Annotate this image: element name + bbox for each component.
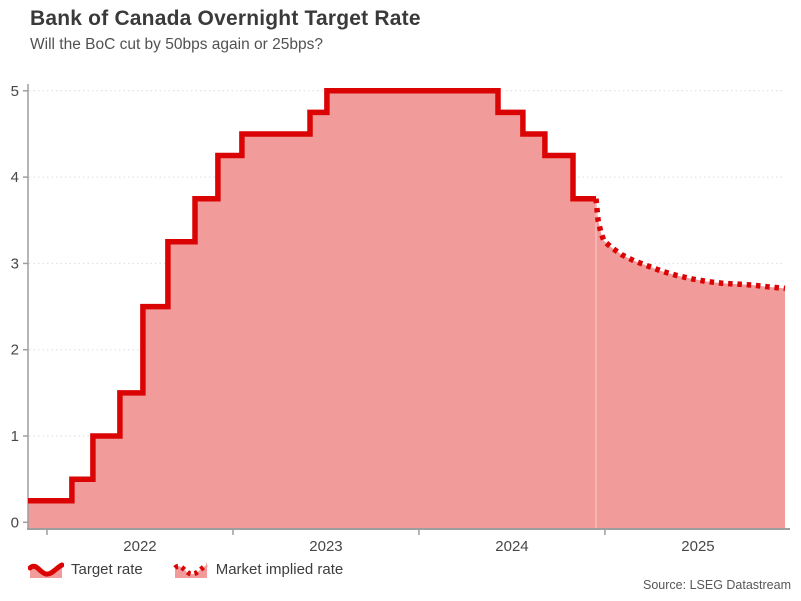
x-tick-label: 2024 (495, 538, 528, 555)
market-implied-area (596, 198, 785, 529)
y-tick-label: 0 (11, 514, 19, 531)
source-note: Source: LSEG Datastream (643, 578, 791, 592)
target-rate-area (28, 90, 596, 530)
legend-label-market-implied: Market implied rate (215, 560, 344, 578)
chart-legend: Target rate Market implied rate (28, 560, 343, 578)
y-tick-label: 3 (11, 255, 19, 272)
axes (27, 84, 790, 530)
target-rate-swatch-icon (28, 562, 64, 578)
x-tick-label: 2023 (309, 538, 342, 555)
target-rate-line (28, 88, 596, 504)
x-tick-label: 2025 (681, 538, 714, 555)
y-axis-ticks: 0 1 2 3 4 5 (11, 83, 28, 531)
market-implied-line (593, 198, 786, 292)
legend-item-target-rate: Target rate (28, 560, 143, 578)
page-title: Bank of Canada Overnight Target Rate (30, 7, 421, 30)
y-tick-label: 4 (11, 169, 19, 186)
y-tick-label: 5 (11, 83, 19, 100)
y-tick-label: 1 (11, 428, 19, 445)
legend-label-target-rate: Target rate (71, 560, 143, 578)
y-tick-label: 2 (11, 342, 19, 359)
x-tick-label: 2022 (123, 538, 156, 555)
legend-item-market-implied: Market implied rate (172, 560, 344, 578)
chart-subtitle: Will the BoC cut by 50bps again or 25bps… (30, 36, 323, 53)
market-implied-swatch-icon (172, 562, 208, 578)
chart-canvas: 0 1 2 3 4 5 2022 2023 2024 2025 (11, 83, 790, 555)
x-axis-ticks: 2022 2023 2024 2025 (46, 530, 715, 555)
